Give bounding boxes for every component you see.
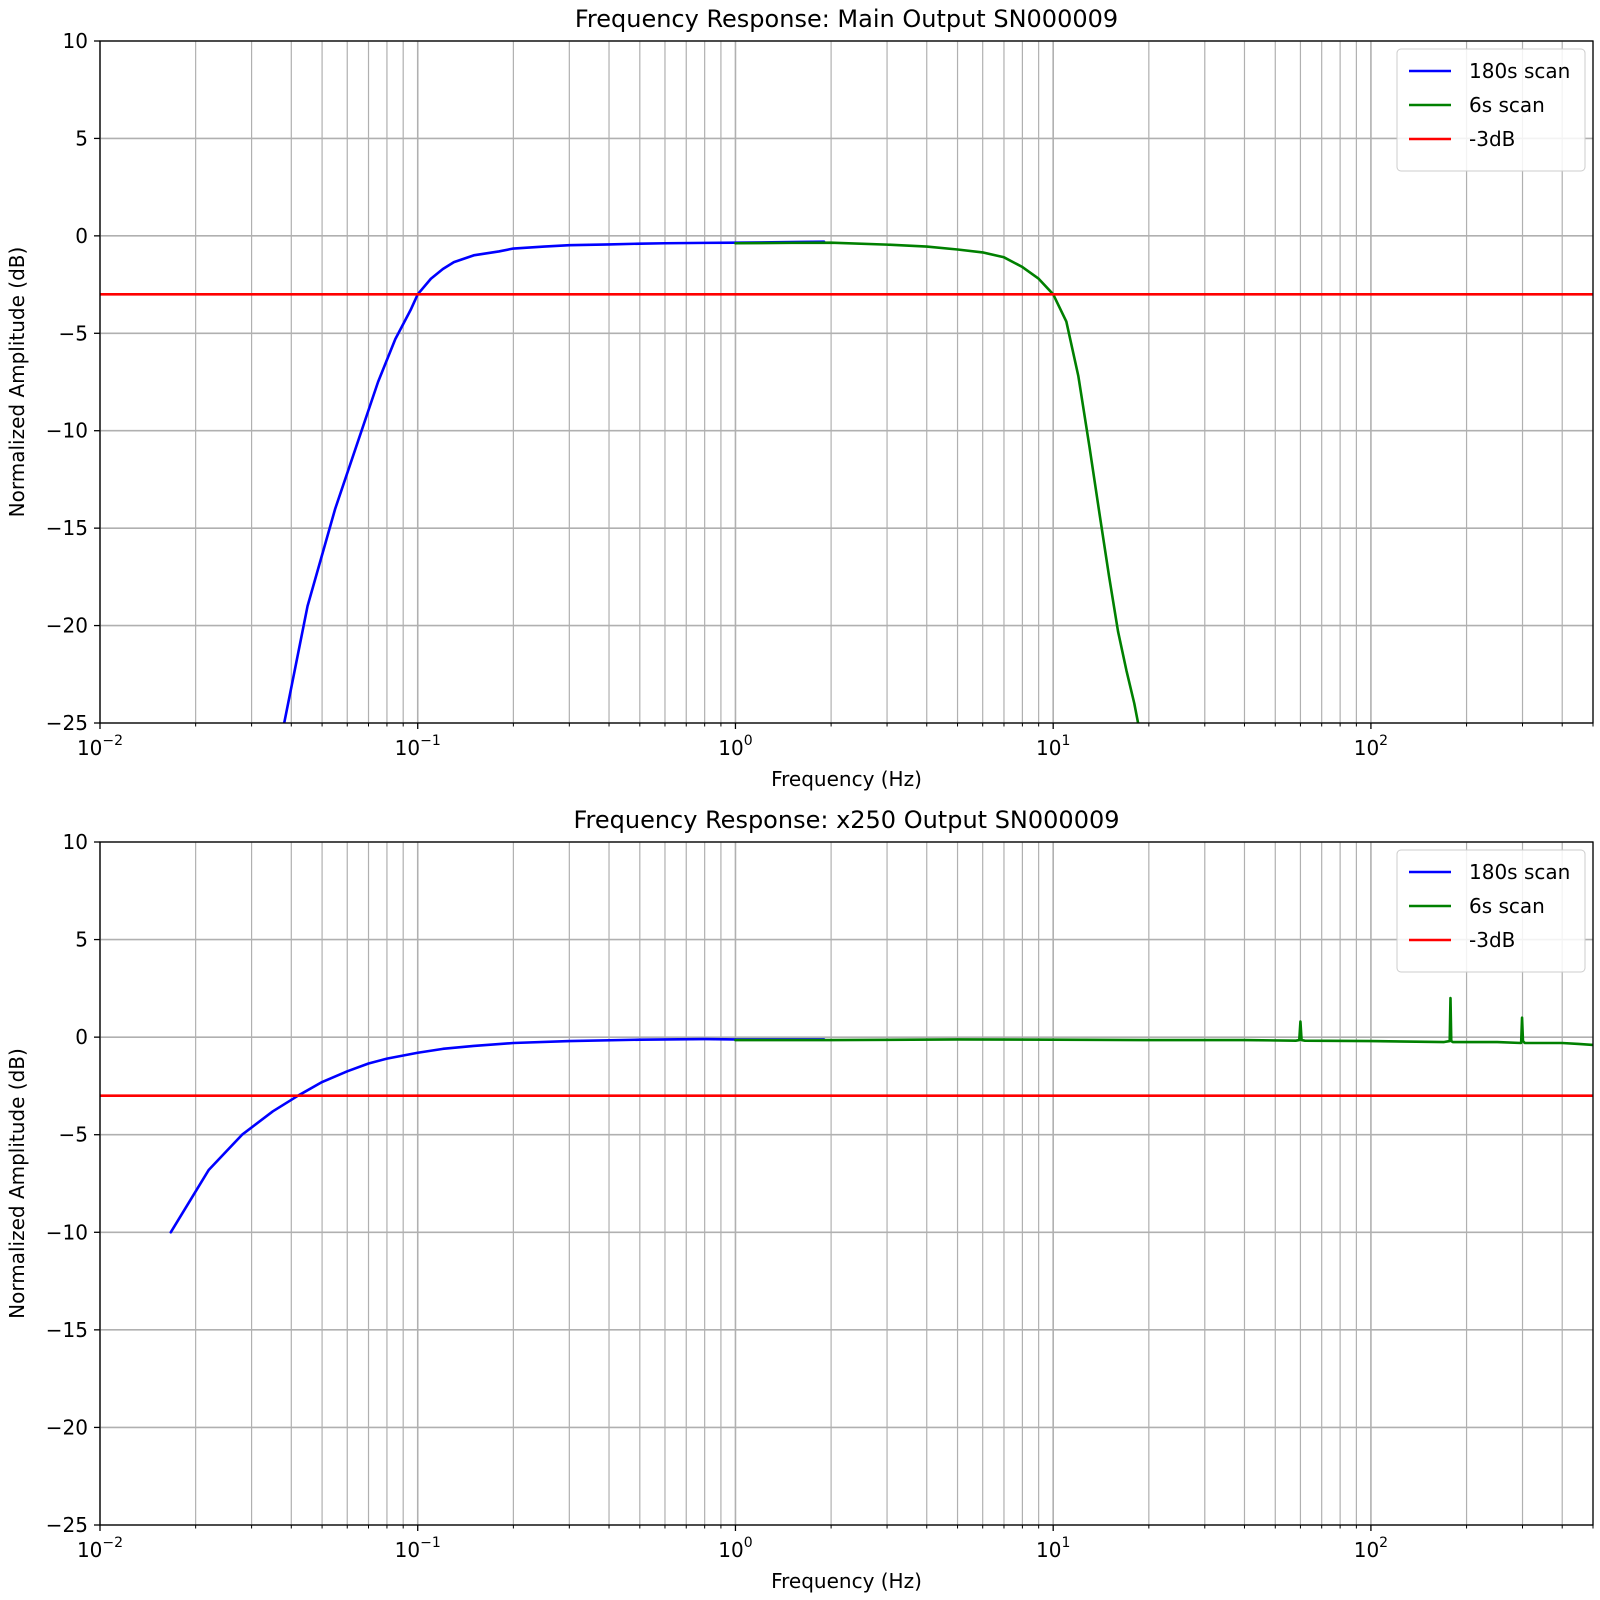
x-tick-label: 10−1: [395, 1535, 441, 1562]
grid-lines: [99, 841, 1594, 1526]
legend-label-180s-scan: 180s scan: [1469, 860, 1570, 884]
legend-label-minus-3db: -3dB: [1469, 127, 1515, 151]
y-tick-label: −5: [59, 321, 88, 345]
y-tick-label: −5: [59, 1123, 88, 1147]
y-tick-label: 10: [63, 830, 88, 854]
y-tick-label: −20: [46, 1415, 88, 1439]
y-axis-label: Normalized Amplitude (dB): [5, 247, 29, 518]
x-tick-label: 10−2: [77, 1535, 123, 1562]
chart-title: Frequency Response: x250 Output SN000009: [573, 806, 1119, 834]
plot-area: [100, 240, 1593, 723]
legend-label-minus-3db: -3dB: [1469, 928, 1515, 952]
axes-frame: [99, 40, 1594, 724]
axes-frame: [99, 841, 1594, 1526]
y-tick-label: −25: [46, 711, 88, 735]
y-axis-label: Normalized Amplitude (dB): [5, 1048, 29, 1319]
y-tick-label: −25: [46, 1513, 88, 1537]
legend: 180s scan 6s scan -3dB: [1396, 48, 1586, 172]
y-tick-label: −20: [46, 614, 88, 638]
y-tick-label: 5: [75, 126, 88, 150]
y-tick-label: 5: [75, 928, 88, 952]
legend-label-180s-scan: 180s scan: [1469, 59, 1570, 83]
y-tick-label: 0: [75, 1025, 88, 1049]
y-tick-label: −10: [46, 419, 88, 443]
x-axis-label: Frequency (Hz): [771, 1569, 922, 1593]
y-tick-label: −15: [46, 1318, 88, 1342]
y-tick-label: 10: [63, 29, 88, 53]
y-tick-label: −10: [46, 1220, 88, 1244]
chart-title: Frequency Response: Main Output SN000009: [575, 5, 1118, 33]
legend-label-6s-scan: 6s scan: [1469, 894, 1545, 918]
series-line-180s-scan: [169, 1037, 826, 1234]
series-line-6s-scan: [734, 996, 1593, 1047]
legend-box: [1396, 48, 1586, 172]
plot-area: [100, 996, 1593, 1234]
x-axis-label: Frequency (Hz): [771, 767, 922, 791]
legend: 180s scan 6s scan -3dB: [1396, 849, 1586, 973]
series-line-180s-scan: [282, 240, 826, 723]
series-line-6s-scan: [734, 241, 1140, 723]
y-tick-label: 0: [75, 224, 88, 248]
legend-label-6s-scan: 6s scan: [1469, 93, 1545, 117]
legend-box: [1396, 849, 1586, 973]
grid-lines: [99, 40, 1594, 724]
y-tick-label: −15: [46, 516, 88, 540]
